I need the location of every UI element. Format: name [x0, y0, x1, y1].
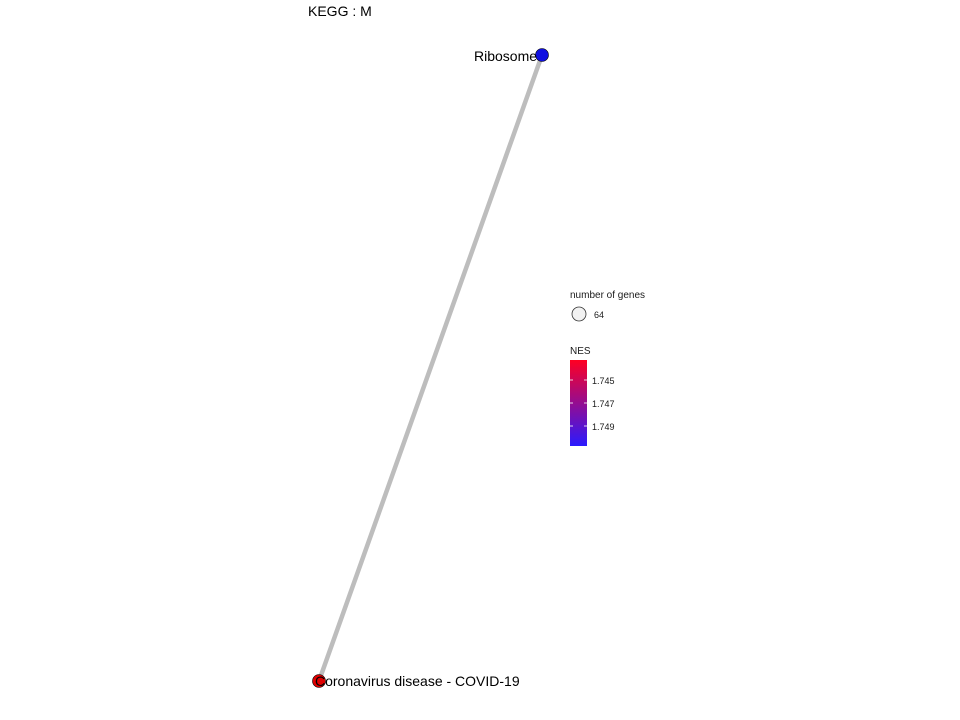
node-label-covid: Coronavirus disease - COVID-19	[315, 673, 520, 689]
size-legend-key	[571, 306, 587, 322]
plot-title: KEGG : M	[308, 3, 372, 19]
node-covid[interactable]	[312, 674, 326, 688]
size-legend-label: 64	[594, 310, 604, 320]
network-edge	[316, 52, 545, 684]
node-ribosome[interactable]	[535, 48, 549, 62]
node-label-ribosome: Ribosome	[474, 48, 537, 64]
color-legend-tick-label: 1.747	[592, 399, 615, 409]
color-legend-bar	[570, 360, 587, 446]
color-legend: NES 1.745 1.747 1.749	[570, 346, 615, 446]
color-legend-tick-label: 1.745	[592, 376, 615, 386]
size-legend-title: number of genes	[570, 290, 645, 301]
color-legend-tick-label: 1.749	[592, 422, 615, 432]
size-legend: number of genes 64	[570, 290, 645, 322]
color-legend-title: NES	[570, 346, 591, 357]
